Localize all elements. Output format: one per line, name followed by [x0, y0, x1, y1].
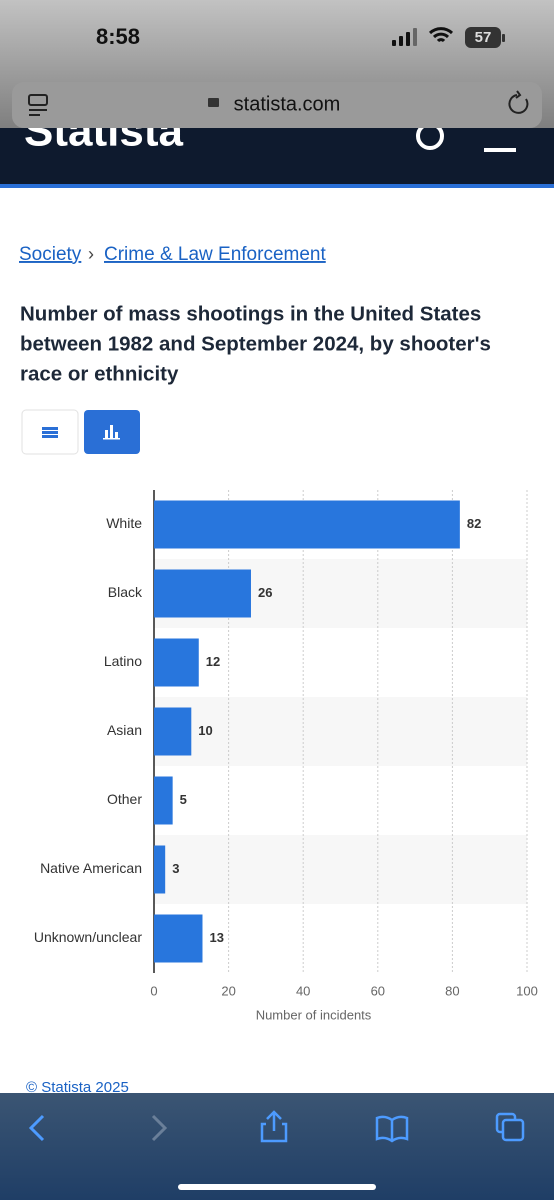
value-label: 12 [206, 654, 220, 669]
chart-title: Number of mass shootings in the United S… [20, 302, 481, 325]
chart-title: race or ethnicity [20, 362, 179, 385]
wifi-icon [428, 27, 454, 43]
row-band [154, 697, 527, 766]
bar [154, 500, 460, 549]
chart-icon [103, 425, 120, 440]
forward-button[interactable] [151, 1114, 168, 1142]
bar [154, 845, 166, 894]
chart: 0 20 40 60 80 100 Number of incidents White 82 Bl… [34, 490, 538, 1022]
value-label: 82 [467, 516, 481, 531]
header-clip: Statista [24, 107, 516, 156]
back-button[interactable] [28, 1114, 45, 1142]
y-tick-label: Unknown/unclear [34, 929, 143, 945]
home-indicator [178, 1184, 376, 1190]
bar [154, 707, 192, 756]
battery-icon [465, 27, 501, 48]
share-button[interactable] [260, 1110, 288, 1143]
bar [154, 638, 199, 687]
copyright[interactable]: © Statista 2025 [26, 1079, 129, 1096]
menu-icon[interactable] [484, 148, 516, 152]
browser-toolbar [0, 1093, 554, 1200]
row-band [154, 835, 527, 904]
bar [154, 569, 251, 618]
breadcrumb[interactable]: Crime & Law Enforcement [104, 244, 326, 265]
y-tick-label: Native American [40, 860, 142, 876]
y-tick-label: Other [107, 791, 142, 807]
logo[interactable]: Statista [24, 107, 183, 156]
header-accent [0, 184, 554, 188]
tabs-button[interactable] [495, 1112, 525, 1142]
chart-title: between 1982 and September 2024, by shoo… [20, 332, 491, 355]
x-tick-label: 20 [221, 983, 235, 998]
x-tick-label: 60 [371, 983, 385, 998]
x-tick-label: 40 [296, 983, 310, 998]
site-header [0, 128, 554, 184]
value-label: 10 [198, 723, 212, 738]
battery-level: 57 [475, 29, 492, 46]
value-label: 26 [258, 585, 272, 600]
lock-icon [208, 98, 219, 107]
y-tick-label: Black [108, 584, 143, 600]
search-icon[interactable] [416, 124, 444, 150]
value-label: 3 [172, 861, 179, 876]
y-tick-label: Asian [107, 722, 142, 738]
reload-icon[interactable] [508, 90, 529, 114]
signal-icon [392, 28, 417, 46]
reader-icon[interactable] [28, 94, 48, 116]
value-label: 5 [180, 792, 187, 807]
y-tick-label: Latino [104, 653, 142, 669]
bar [154, 776, 173, 825]
url[interactable]: statista.com [234, 93, 341, 115]
bookmarks-button[interactable] [375, 1115, 409, 1143]
bar [154, 914, 203, 963]
value-label: 13 [209, 930, 223, 945]
x-axis-label: Number of incidents [256, 1007, 372, 1022]
y-tick-label: White [106, 515, 142, 531]
table-icon [42, 427, 58, 438]
breadcrumb[interactable]: Society [19, 244, 82, 265]
address-bar[interactable] [12, 82, 542, 128]
x-tick-label: 80 [445, 983, 459, 998]
time: 8:58 [96, 24, 140, 49]
battery-tip [502, 34, 505, 42]
x-tick-label: 0 [150, 983, 157, 998]
x-tick-label: 100 [516, 983, 538, 998]
breadcrumb-separator: › [88, 244, 94, 264]
